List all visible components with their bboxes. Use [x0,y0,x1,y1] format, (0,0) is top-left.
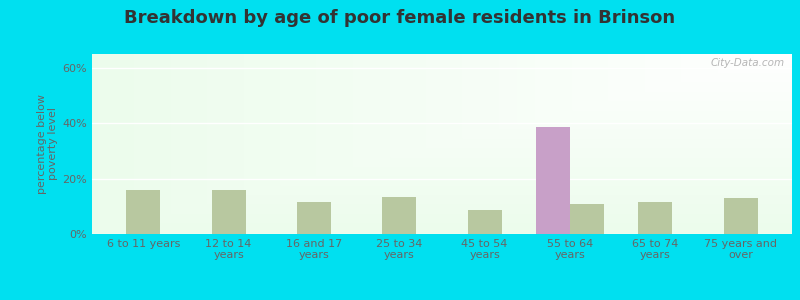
Y-axis label: percentage below
poverty level: percentage below poverty level [37,94,58,194]
Text: Breakdown by age of poor female residents in Brinson: Breakdown by age of poor female resident… [125,9,675,27]
Bar [211,190,246,234]
Bar [638,202,673,234]
Bar [382,196,416,234]
Bar [468,211,502,234]
Bar [724,198,758,234]
Bar [536,128,570,234]
Bar [570,203,604,234]
Text: City-Data.com: City-Data.com [711,58,785,68]
Bar [297,202,331,234]
Bar [126,190,160,234]
